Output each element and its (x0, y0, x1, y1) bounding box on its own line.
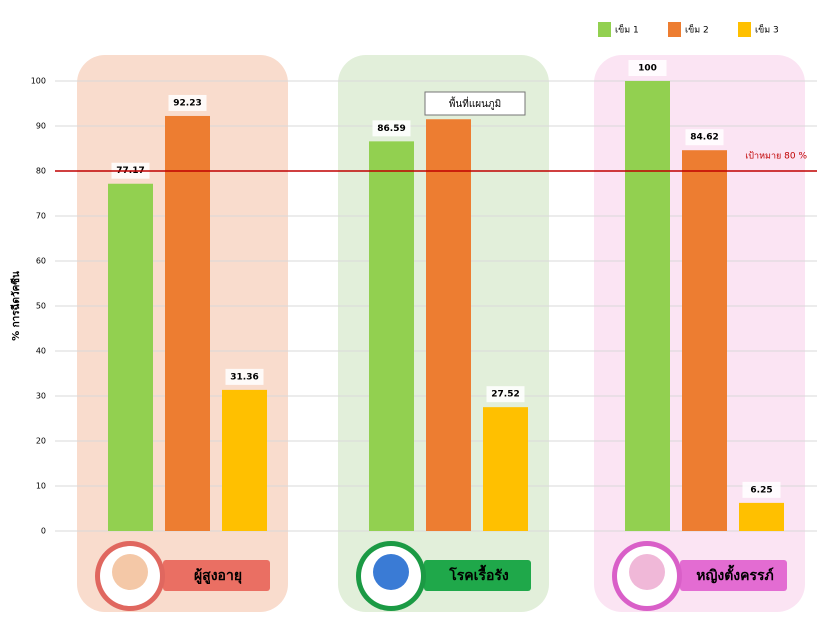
legend-swatch (598, 22, 611, 37)
y-tick-label: 30 (36, 392, 46, 401)
bar (682, 150, 727, 531)
tooltip-box (424, 91, 526, 116)
value-label-bg (486, 386, 525, 403)
legend-label: เข็ม 2 (685, 23, 709, 36)
tooltip-text: พื้นที่แผนภูมิ (449, 96, 501, 110)
value-label-bg (372, 120, 411, 137)
y-tick-label: 50 (36, 302, 46, 311)
bar (426, 119, 471, 531)
bar (108, 183, 153, 532)
category-icon-figure (629, 554, 665, 590)
category-badge (680, 560, 787, 591)
value-label: 27.52 (491, 390, 519, 400)
value-label: 31.36 (230, 372, 258, 382)
bar (625, 81, 670, 531)
bar (483, 407, 528, 531)
bar (222, 389, 267, 531)
value-label-bg (685, 129, 724, 146)
legend-label: เข็ม 1 (615, 23, 639, 36)
category-label: ผู้สูงอายุ (194, 568, 242, 584)
y-tick-label: 0 (41, 527, 46, 536)
value-label-bg (225, 368, 264, 385)
legend-swatch (738, 22, 751, 37)
y-tick-label: 70 (36, 212, 46, 221)
category-label: หญิงตั้งครรภ์ (696, 564, 774, 584)
category-icon-figure (112, 554, 148, 590)
y-tick-label: 90 (36, 122, 46, 131)
bar (739, 502, 784, 531)
category-icon-figure (373, 554, 409, 590)
category-badge (424, 560, 531, 591)
y-tick-label: 60 (36, 257, 46, 266)
category-badge (163, 560, 270, 591)
target-label: เป้าหมาย 80 % (745, 151, 807, 162)
value-label: 92.23 (173, 98, 201, 108)
legend-label: เข็ม 3 (755, 23, 779, 36)
bar (369, 141, 414, 531)
y-tick-label: 80 (36, 167, 46, 176)
value-label: 100 (638, 64, 657, 74)
category-label: โรคเรื้อรัง (448, 564, 509, 584)
y-tick-label: 20 (36, 437, 46, 446)
value-label-bg (168, 94, 207, 111)
y-axis-label: % การฉีดวัคซีน (10, 271, 22, 341)
y-tick-label: 10 (36, 482, 46, 491)
value-label-bg (628, 60, 667, 76)
legend-swatch (668, 22, 681, 37)
value-label-bg (742, 481, 781, 498)
bar (165, 115, 210, 531)
value-label: 6.25 (750, 485, 772, 495)
value-label: 84.62 (690, 133, 718, 143)
value-label: 86.59 (377, 124, 405, 134)
y-tick-label: 100 (31, 77, 46, 86)
y-tick-label: 40 (36, 347, 46, 356)
